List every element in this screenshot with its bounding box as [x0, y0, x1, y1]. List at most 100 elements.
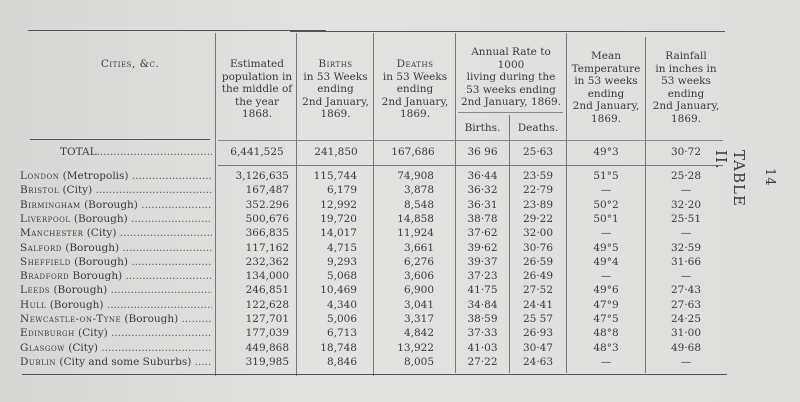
table-row: Newcastle-on-Tyne (Borough) ............… [0, 313, 730, 325]
deaths-cell: 11,924 [397, 227, 434, 240]
temperature-cell: 50°1 [593, 212, 619, 225]
city-name: Hull (Borough) .........................… [20, 299, 212, 311]
city: Newcastle-on-Tyne [20, 313, 122, 325]
population-cell: 232,362 [245, 255, 289, 268]
table-row: Sheffield (Borough) ....................… [0, 256, 730, 268]
rate-births-cell: 41·75 [467, 284, 498, 297]
city: Hull [20, 298, 47, 311]
temperature-cell: 47°9 [593, 298, 619, 311]
header-line: 53 weeks ending [466, 83, 556, 96]
rainfall-cell: 24·25 [670, 313, 702, 325]
city-name: Liverpool (Borough) ....................… [20, 213, 212, 225]
table-row: Birmingham (Borough) ...................… [0, 199, 730, 211]
header-line: in 53 Weeks [382, 70, 448, 83]
city: Glasgow [20, 341, 65, 354]
rainfall-cell: — [680, 355, 692, 368]
city-qualifier: (Borough) [53, 284, 108, 297]
births-cell: 6,713 [326, 327, 357, 340]
temperature-cell: 49°5 [593, 241, 619, 254]
births-cell: 8,846 [326, 355, 357, 368]
city: London [20, 170, 60, 182]
population-cell: 449,868 [245, 341, 289, 354]
population-cell: 127,701 [245, 313, 289, 325]
population-cell: 122,628 [245, 298, 289, 311]
top-rule [290, 31, 725, 32]
table-row: Dublin (City and some Suburbs) .........… [0, 356, 730, 368]
rainfall-cell: — [680, 184, 692, 197]
city: Dublin [20, 355, 57, 368]
rate-births-cell: 41·03 [467, 341, 498, 354]
table-row: Bradford Borough) ......................… [0, 270, 730, 282]
total-rule [218, 165, 723, 166]
leader-dots: ........................................… [119, 227, 212, 240]
city-name: London (Metropolis) ....................… [20, 170, 212, 182]
city-qualifier: (Metropolis) [62, 170, 129, 182]
rainfall-cell: 31·66 [670, 255, 702, 268]
city-name: Salford (Borough) ......................… [20, 242, 212, 254]
city-name: Leeds (Borough) ........................… [20, 284, 212, 296]
births-cell: 19,720 [320, 212, 357, 225]
header-line: 1869. [590, 112, 622, 125]
population-cell: 134,000 [245, 270, 289, 283]
header-annual-rate: Annual Rate to 1000 living during the 53 we… [456, 46, 566, 109]
leader-dots: ........................................… [106, 298, 212, 311]
header-line: 1869. [670, 112, 702, 125]
bottom-rule [22, 374, 727, 375]
deaths-cell: 3,878 [403, 184, 434, 197]
city: Leeds [20, 284, 51, 297]
header-deaths: Deaths in 53 Weeks ending 2nd January, 1869. [374, 58, 456, 121]
temperature-cell: 48°8 [593, 327, 619, 340]
city-name: Glasgow (City) .........................… [20, 342, 212, 354]
rate-births-cell: 37·62 [467, 227, 498, 240]
city-qualifier: (Borough) [65, 241, 120, 254]
header-line: 1000 [497, 58, 525, 71]
leader-dots: ........................................… [131, 170, 212, 182]
births-cell: 18,748 [320, 341, 357, 354]
births-cell: 5,068 [326, 270, 357, 283]
city: Edinburgh [20, 327, 75, 340]
rainfall-cell: 27·43 [670, 284, 702, 297]
header-cities: Cities, &c. [100, 58, 160, 70]
city-qualifier: (Borough) [49, 298, 104, 311]
total-label: TOTAL...................................… [60, 146, 212, 158]
table-row: London (Metropolis) ....................… [0, 170, 730, 182]
leader-dots: ........................................… [101, 341, 212, 354]
city-name: Dublin (City and some Suburbs) .........… [20, 356, 212, 368]
column-divider [509, 115, 510, 373]
column-divider [566, 33, 567, 373]
rainfall-cell: 32·20 [670, 198, 702, 211]
leader-dots: ........................................… [122, 241, 212, 254]
rate-births-cell: 37·23 [467, 270, 498, 283]
temperature-cell: — [600, 355, 612, 368]
table-row: Liverpool (Borough) ....................… [0, 213, 730, 225]
rate-births-cell: 38·59 [467, 313, 498, 325]
header-line: Deaths [396, 58, 434, 70]
rate-deaths-cell: 26·49 [522, 270, 554, 283]
births-cell: 14,017 [320, 227, 357, 240]
city-qualifier: (City) [62, 184, 93, 197]
header-line: 1869. [399, 108, 431, 120]
leader-dots: ........................................… [194, 355, 212, 368]
rate-deaths-cell: 32·00 [522, 227, 554, 240]
table-label: TABLE II. [712, 150, 748, 207]
header-line: living during the [466, 71, 556, 83]
deaths-cell: 3,606 [403, 270, 434, 283]
city-name: Newcastle-on-Tyne (Borough) ............… [20, 313, 212, 325]
header-line: in inches in [655, 62, 717, 75]
city: Sheffield [20, 255, 71, 268]
city-qualifier: (City) [86, 227, 117, 240]
rainfall-cell: 32·59 [670, 241, 702, 254]
total-rate-deaths: 25·63 [522, 146, 554, 158]
header-births: Births in 53 Weeks ending 2nd January, 1869. [297, 58, 374, 121]
header-rule [218, 140, 723, 141]
header-line: 1869. [320, 108, 351, 120]
header-line: 2nd January, [572, 100, 640, 112]
table-row: Manchester (City) ......................… [0, 227, 730, 239]
total-temperature: 49°3 [593, 146, 619, 158]
header-line: 2nd January, 1869. [460, 96, 562, 108]
rainfall-cell: 49·68 [670, 341, 702, 354]
header-line: ending [587, 87, 625, 100]
temperature-cell: — [600, 227, 612, 240]
column-divider [645, 37, 646, 373]
header-line: the year [235, 95, 279, 108]
